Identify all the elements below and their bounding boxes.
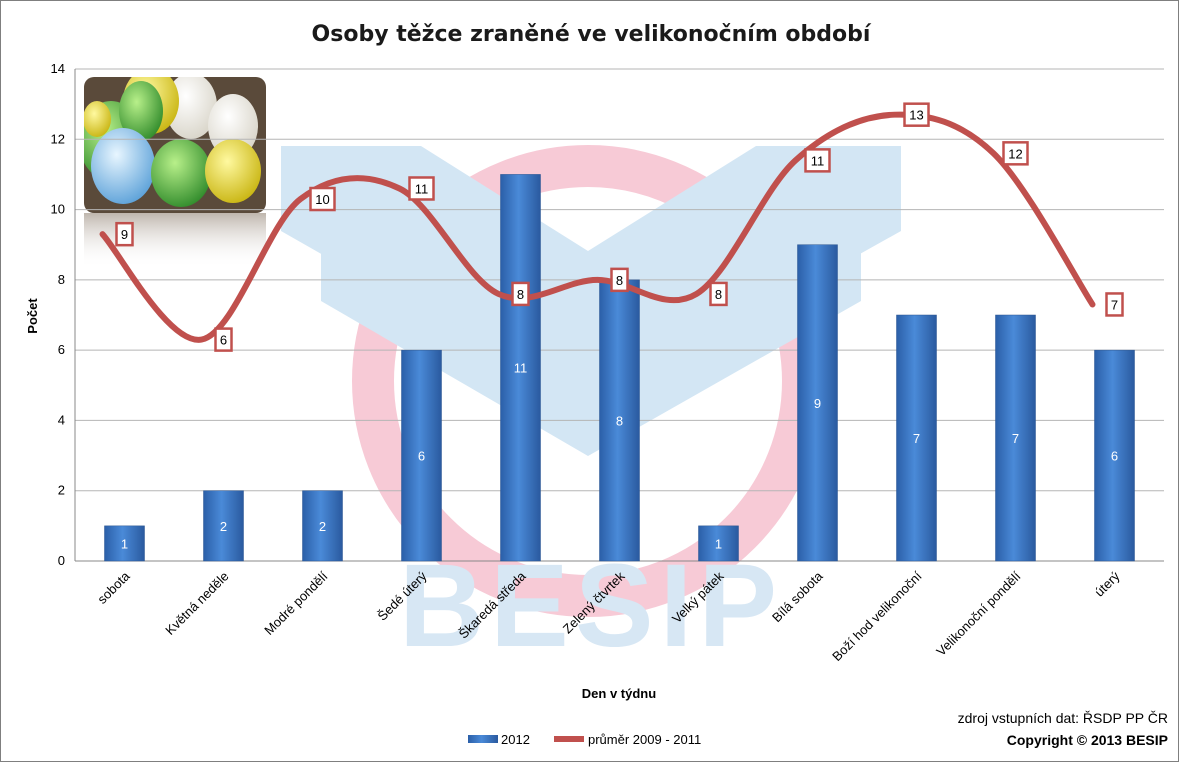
- bar: [698, 525, 739, 562]
- line-value-label: 8: [517, 287, 524, 302]
- x-tick-label: Květná neděle: [162, 569, 231, 638]
- y-tick-label: 0: [58, 553, 65, 568]
- line-value-label: 7: [1111, 297, 1118, 312]
- bar-value-label: 2: [319, 519, 326, 534]
- legend: 2012 průměr 2009 - 2011: [468, 732, 701, 747]
- bar: [797, 244, 838, 562]
- bar-value-label: 6: [418, 449, 425, 464]
- line-value-label: 9: [121, 227, 128, 242]
- legend-bar-swatch: [468, 735, 498, 743]
- x-tick-label: úterý: [1092, 568, 1123, 599]
- bar-series: 1 2 2 6 11 8 1 9 7 7 6: [104, 174, 1135, 562]
- line-label-box: [1105, 292, 1124, 317]
- bar-value-label: 7: [913, 431, 920, 446]
- line-label-box: [709, 281, 728, 307]
- x-axis-title: Den v týdnu: [582, 686, 656, 701]
- chart-title: Osoby těžce zraněné ve velikonočním obdo…: [312, 22, 872, 47]
- bar: [401, 349, 442, 562]
- line-value-label: 6: [220, 333, 227, 348]
- line-label-box: [309, 186, 336, 212]
- y-tick-label: 4: [58, 412, 65, 427]
- line-value-label: 11: [811, 153, 825, 168]
- line-value-label: 8: [616, 273, 623, 288]
- legend-label-average: průměr 2009 - 2011: [588, 732, 701, 747]
- bar: [203, 490, 244, 562]
- bar: [896, 314, 937, 562]
- legend-label-2012: 2012: [501, 732, 530, 747]
- line-label-box: [610, 267, 629, 293]
- bar-value-label: 1: [715, 536, 722, 551]
- bar: [1094, 349, 1135, 562]
- bar: [500, 174, 541, 562]
- line-label-box: [511, 281, 530, 307]
- x-tick-label: Boží hod velikonoční: [829, 568, 925, 664]
- line-label-box: [903, 102, 930, 127]
- bar-value-label: 8: [616, 413, 623, 428]
- line-value-label: 13: [909, 108, 923, 123]
- bar: [302, 490, 343, 562]
- average-line: [99, 111, 1096, 343]
- watermark-text: BESIP: [399, 540, 783, 672]
- line-label-box: [214, 327, 233, 352]
- line-value-label: 12: [1008, 146, 1022, 161]
- line-label-box: [1002, 141, 1029, 166]
- bar-value-label: 7: [1012, 431, 1019, 446]
- line-label-box: [804, 148, 831, 173]
- line-value-label: 10: [315, 192, 329, 207]
- x-tick-label: Velikonoční pondělí: [933, 568, 1024, 659]
- bar-value-label: 11: [514, 361, 528, 376]
- x-tick-label: Modré pondělí: [261, 568, 331, 638]
- bar: [599, 279, 640, 562]
- y-tick-label: 6: [58, 342, 65, 357]
- line-value-label: 8: [715, 287, 722, 302]
- y-tick-label: 10: [51, 202, 65, 217]
- line-value-label: 11: [415, 181, 429, 196]
- besip-watermark: BESIP: [281, 145, 901, 672]
- bar-value-label: 1: [121, 536, 128, 551]
- y-tick-label: 2: [58, 483, 65, 498]
- x-tick-label: sobota: [94, 568, 133, 607]
- y-tick-label: 12: [51, 131, 65, 146]
- line-label-box: [408, 176, 435, 201]
- source-note: zdroj vstupních dat: ŘSDP PP ČR: [958, 710, 1168, 726]
- y-axis-ticks: 0 2 4 6 8 10 12 14: [51, 61, 65, 568]
- bar: [104, 525, 145, 562]
- copyright-note: Copyright © 2013 BESIP: [1007, 732, 1168, 748]
- y-axis-title: Počet: [25, 298, 40, 334]
- y-tick-label: 14: [51, 61, 65, 76]
- bar: [995, 314, 1036, 562]
- bar-value-label: 2: [220, 519, 227, 534]
- y-tick-label: 8: [58, 272, 65, 287]
- line-label-box: [115, 221, 134, 247]
- bar-value-label: 9: [814, 396, 821, 411]
- line-series: 9 6 10 11 8 8 8 11 13 12 7: [99, 102, 1124, 352]
- bar-value-label: 6: [1111, 449, 1118, 464]
- easter-eggs-photo-icon: [84, 77, 266, 268]
